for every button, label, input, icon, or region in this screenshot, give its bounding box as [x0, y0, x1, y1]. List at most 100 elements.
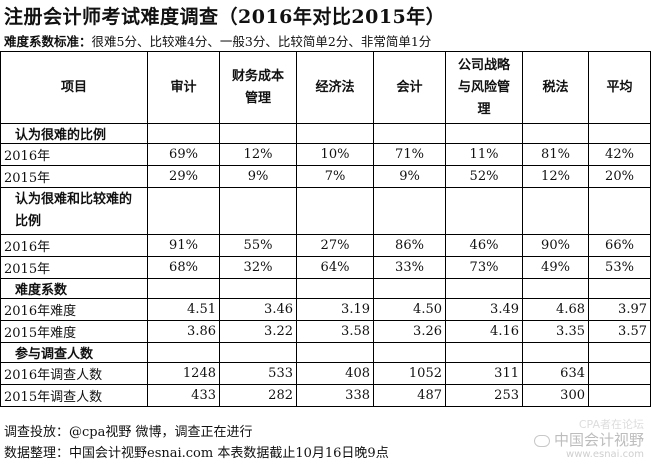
table-row: 2016年 69% 12% 10% 71% 11% 81% 42% — [0, 143, 651, 166]
table-cell: 634 — [522, 362, 589, 385]
table-cell: 4.68 — [522, 298, 589, 321]
table-cell: 3.58 — [296, 320, 374, 343]
table-cell: 71% — [373, 143, 446, 166]
table-cell: 55% — [219, 234, 297, 257]
table-cell: 3.19 — [296, 298, 374, 321]
header-row: 项目 审计 财务成本管理 经济法 会计 公司战略与风险管理 税法 平均 — [0, 51, 651, 124]
difficulty-legend: 难度系数标准：很难5分、比较难4分、一般3分、比较简单2分、非常简单1分 — [0, 32, 652, 51]
table-cell: 27% — [296, 234, 374, 257]
table-cell: 3.46 — [219, 298, 297, 321]
header-cell: 平均 — [588, 51, 651, 124]
page-title: 注册会计师考试难度调查（2016年对比2015年） — [4, 6, 446, 28]
table-cell: 20% — [588, 165, 651, 188]
table-cell: 32% — [219, 256, 297, 279]
table-cell: 81% — [522, 143, 589, 166]
legend-text: 很难5分、比较难4分、一般3分、比较简单2分、非常简单1分 — [91, 34, 432, 49]
table-cell: 300 — [522, 384, 589, 407]
table-row: 2015年调查人数 433 282 338 487 253 300 — [0, 384, 651, 407]
section-title: 认为很难和比较难的比例 — [0, 187, 148, 235]
footer-source: 调查投放：@cpa视野 微博，调查正在进行 — [4, 425, 253, 440]
row-label: 2016年 — [0, 143, 148, 166]
table-cell: 253 — [445, 384, 523, 407]
table-cell: 3.57 — [588, 320, 651, 343]
table-cell: 3.49 — [445, 298, 523, 321]
table-cell: 338 — [296, 384, 374, 407]
table-cell: 1248 — [147, 362, 220, 385]
table-cell: 49% — [522, 256, 589, 279]
legend-label: 难度系数标准： — [4, 34, 92, 49]
table-cell: 52% — [445, 165, 523, 188]
table-cell: 91% — [147, 234, 220, 257]
watermark-faint: CPA者在论坛 — [578, 418, 644, 431]
watermark-logo: 中国会计视野 — [533, 429, 644, 450]
header-cell: 审计 — [147, 51, 220, 124]
row-label: 2015年 — [0, 256, 148, 279]
table-cell: 12% — [522, 165, 589, 188]
header-cell: 经济法 — [296, 51, 374, 124]
table-cell: 29% — [147, 165, 220, 188]
row-label: 2016年调查人数 — [0, 362, 148, 385]
header-cell: 公司战略与风险管理 — [445, 51, 523, 124]
header-cell: 项目 — [0, 51, 148, 124]
table-cell: 46% — [445, 234, 523, 257]
table-cell: 3.86 — [147, 320, 220, 343]
table-cell: 53% — [588, 256, 651, 279]
chat-bubble-icon — [533, 434, 550, 447]
survey-table: 项目 审计 财务成本管理 经济法 会计 公司战略与风险管理 税法 平均 认为很难… — [0, 51, 651, 407]
table-cell: 12% — [219, 143, 297, 166]
table-cell: 487 — [373, 384, 446, 407]
section-title: 参与调查人数 — [0, 342, 148, 363]
table-row: 2015年难度 3.86 3.22 3.58 3.26 4.16 3.35 3.57 — [0, 320, 651, 343]
table-cell: 282 — [219, 384, 297, 407]
table-cell: 3.22 — [219, 320, 297, 343]
table-cell: 73% — [445, 256, 523, 279]
table-cell: 4.51 — [147, 298, 220, 321]
table-cell — [588, 384, 651, 407]
table-cell: 7% — [296, 165, 374, 188]
table-cell: 9% — [373, 165, 446, 188]
row-label: 2016年难度 — [0, 298, 148, 321]
table-cell: 4.16 — [445, 320, 523, 343]
table-cell: 11% — [445, 143, 523, 166]
table-cell: 68% — [147, 256, 220, 279]
table-cell: 3.97 — [588, 298, 651, 321]
row-label: 2015年 — [0, 165, 148, 188]
section-title: 难度系数 — [0, 278, 148, 299]
watermark-url: www.esnai.com — [566, 449, 644, 460]
table-row: 2016年调查人数 1248 533 408 1052 311 634 — [0, 362, 651, 385]
table-cell: 533 — [219, 362, 297, 385]
row-label: 2015年调查人数 — [0, 384, 148, 407]
table-cell: 3.35 — [522, 320, 589, 343]
footer-note: 数据整理：中国会计视野esnai.com 本表数据截止10月16日晚9点 — [4, 446, 389, 461]
table-cell: 90% — [522, 234, 589, 257]
section-title: 认为很难的比例 — [0, 123, 148, 144]
row-label: 2015年难度 — [0, 320, 148, 343]
table-row: 2016年难度 4.51 3.46 3.19 4.50 3.49 4.68 3.97 — [0, 298, 651, 321]
table-cell: 86% — [373, 234, 446, 257]
table-cell: 3.26 — [373, 320, 446, 343]
table-cell: 433 — [147, 384, 220, 407]
table-cell: 408 — [296, 362, 374, 385]
watermark-brand: 中国会计视野 — [553, 431, 644, 449]
section-row: 认为很难和比较难的比例 — [0, 187, 651, 235]
header-cell: 财务成本管理 — [219, 51, 297, 124]
header-cell: 税法 — [522, 51, 589, 124]
table-row: 2015年 29% 9% 7% 9% 52% 12% 20% — [0, 165, 651, 188]
table-cell: 69% — [147, 143, 220, 166]
table-cell — [588, 362, 651, 385]
table-row: 2016年 91% 55% 27% 86% 46% 90% 66% — [0, 234, 651, 257]
table-cell: 311 — [445, 362, 523, 385]
table-row: 2015年 68% 32% 64% 33% 73% 49% 53% — [0, 256, 651, 279]
table-cell: 64% — [296, 256, 374, 279]
section-row: 认为很难的比例 — [0, 123, 651, 144]
table-cell: 42% — [588, 143, 651, 166]
table-cell: 1052 — [373, 362, 446, 385]
row-label: 2016年 — [0, 234, 148, 257]
header-cell: 会计 — [373, 51, 446, 124]
table-cell: 10% — [296, 143, 374, 166]
section-row: 参与调查人数 — [0, 342, 651, 363]
table-cell: 9% — [219, 165, 297, 188]
table-cell: 4.50 — [373, 298, 446, 321]
section-row: 难度系数 — [0, 278, 651, 299]
table-cell: 33% — [373, 256, 446, 279]
